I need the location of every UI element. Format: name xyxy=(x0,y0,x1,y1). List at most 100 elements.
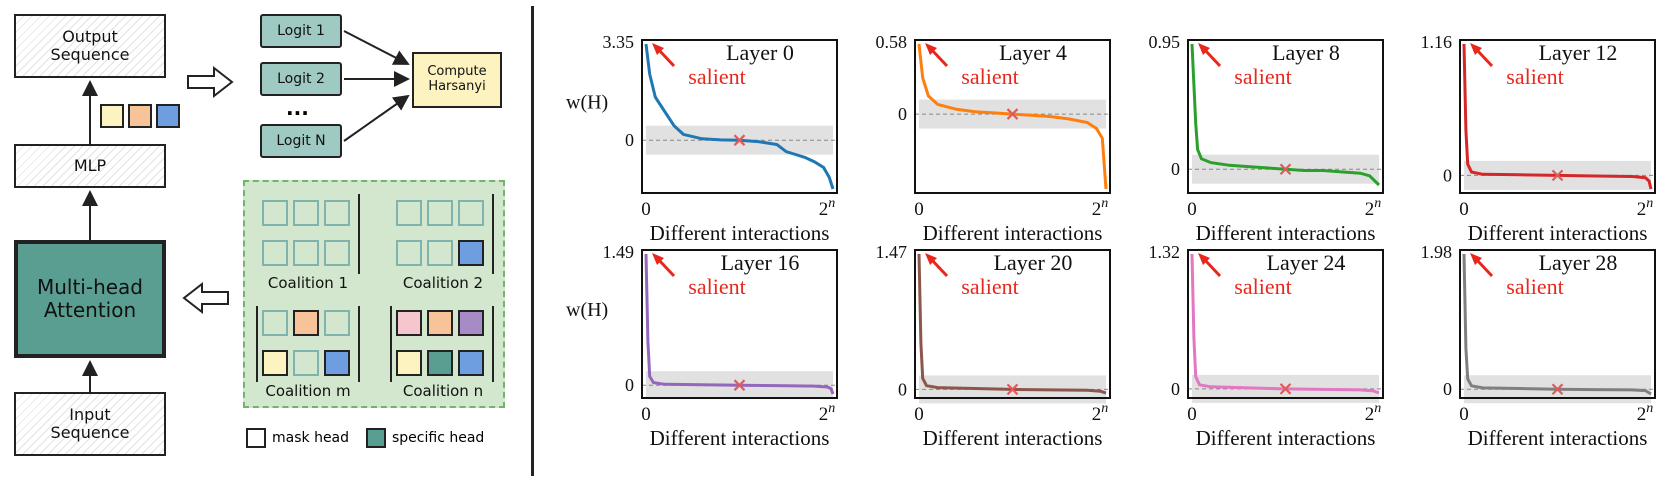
ytick-zero-5: 0 xyxy=(898,379,907,399)
arrow-logit1-to-compute xyxy=(343,30,410,65)
salient-label-5: salient xyxy=(961,274,1018,299)
logit-1: Logit 1 xyxy=(260,14,342,48)
salient-label-0: salient xyxy=(688,64,745,89)
ytick-max-4: 1.49 xyxy=(603,242,635,262)
head-mask xyxy=(427,240,453,266)
ytick-max-5: 1.47 xyxy=(876,242,908,262)
ytick-zero-2: 0 xyxy=(1171,159,1180,179)
ytick-max-7: 1.98 xyxy=(1421,242,1453,262)
head-mask xyxy=(324,310,350,336)
logit-ellipsis: ... xyxy=(286,96,309,120)
head-specific xyxy=(293,310,319,336)
chart-title-5: Layer 20 xyxy=(994,250,1073,275)
chart-frame-6 xyxy=(1187,249,1384,399)
salient-arrow-3 xyxy=(1474,47,1494,68)
hollow-arrow-left xyxy=(182,281,229,315)
head-specific xyxy=(396,350,422,376)
chart-title-0: Layer 0 xyxy=(726,40,794,65)
salient-arrow-2 xyxy=(1202,47,1222,68)
xtick-start-7: 0 xyxy=(1459,404,1469,425)
series-line-4 xyxy=(644,253,835,395)
xtick-end-1: 2n xyxy=(1092,196,1109,220)
salient-label-2: salient xyxy=(1234,64,1291,89)
series-line-0 xyxy=(644,43,835,190)
input-sequence-label: Input Sequence xyxy=(50,404,130,442)
coalition-separator xyxy=(358,194,360,274)
logit-2: Logit 2 xyxy=(260,62,342,96)
head-mask xyxy=(262,200,288,226)
xtick-end-3: 2n xyxy=(1637,196,1654,220)
head-mask xyxy=(262,310,288,336)
center-marker-4 xyxy=(733,379,746,391)
color-square-orange xyxy=(128,104,152,128)
arrow-logitn-to-compute xyxy=(343,94,410,142)
coalition-m-label: Coalition m xyxy=(265,382,351,400)
legend-mask-swatch xyxy=(246,428,266,448)
chart-frame-5 xyxy=(914,249,1111,399)
series-line-6 xyxy=(1190,253,1380,395)
salient-arrow-7 xyxy=(1474,257,1494,278)
head-mask xyxy=(427,200,453,226)
xtick-end-7: 2n xyxy=(1637,401,1654,425)
chart-title-4: Layer 16 xyxy=(721,250,800,275)
series-line-3 xyxy=(1462,43,1653,190)
salient-arrowhead-1 xyxy=(925,43,937,55)
ytick-max-1: 0.58 xyxy=(876,32,908,52)
coalition-separator xyxy=(492,306,494,382)
mlp-box: MLP xyxy=(14,144,166,188)
xtick-start-2: 0 xyxy=(1187,199,1197,220)
legend-specific-label: specific head xyxy=(392,430,485,446)
ytick-zero-1: 0 xyxy=(898,104,907,124)
salient-arrowhead-4 xyxy=(652,253,664,265)
head-mask xyxy=(293,240,319,266)
salient-arrowhead-2 xyxy=(1198,43,1210,55)
salient-arrowhead-0 xyxy=(652,43,664,55)
chart-frame-7 xyxy=(1459,249,1656,399)
center-marker-7 xyxy=(1551,383,1564,395)
salient-label-4: salient xyxy=(688,274,745,299)
ytick-zero-6: 0 xyxy=(1171,379,1180,399)
salient-label-1: salient xyxy=(961,64,1018,89)
xtick-start-3: 0 xyxy=(1459,199,1469,220)
xlabel-2: Different interactions xyxy=(1196,221,1376,245)
head-specific xyxy=(427,350,453,376)
logit-n: Logit N xyxy=(260,124,342,158)
coalition-1-label: Coalition 1 xyxy=(267,274,349,292)
left-diagram: Output Sequence MLP Multi-head Attention… xyxy=(0,0,525,484)
head-mask xyxy=(396,200,422,226)
coalition-separator xyxy=(492,194,494,274)
ytick-max-2: 0.95 xyxy=(1149,32,1181,52)
coalition-separator xyxy=(256,306,258,382)
xtick-start-4: 0 xyxy=(641,404,651,425)
head-specific xyxy=(458,350,484,376)
salient-arrow-6 xyxy=(1202,257,1222,278)
head-mask xyxy=(293,200,319,226)
color-square-yellow xyxy=(100,104,124,128)
salient-arrow-1 xyxy=(929,47,949,68)
salient-arrowhead-6 xyxy=(1198,253,1210,265)
chart-title-1: Layer 4 xyxy=(999,40,1067,65)
attention-box: Multi-head Attention xyxy=(14,240,166,358)
salient-arrowhead-7 xyxy=(1470,253,1482,265)
xtick-start-1: 0 xyxy=(914,199,924,220)
xtick-start-5: 0 xyxy=(914,404,924,425)
color-square-blue xyxy=(156,104,180,128)
mlp-label: MLP xyxy=(73,155,107,175)
head-specific xyxy=(458,310,484,336)
compute-harsanyi-label: Compute Harsanyi xyxy=(427,64,487,94)
legend-specific-swatch xyxy=(366,428,386,448)
ytick-zero-0: 0 xyxy=(625,130,634,150)
coalition-separator xyxy=(358,306,360,382)
xlabel-5: Different interactions xyxy=(923,426,1103,450)
xtick-start-0: 0 xyxy=(641,199,651,220)
series-line-5 xyxy=(917,253,1107,395)
chart-frame-1 xyxy=(914,39,1111,194)
xtick-start-6: 0 xyxy=(1187,404,1197,425)
ytick-zero-4: 0 xyxy=(625,375,634,395)
xtick-end-6: 2n xyxy=(1365,401,1382,425)
ylabel-4: w(H) xyxy=(566,299,608,321)
xlabel-1: Different interactions xyxy=(923,221,1103,245)
salient-arrowhead-3 xyxy=(1470,43,1482,55)
head-specific xyxy=(262,350,288,376)
